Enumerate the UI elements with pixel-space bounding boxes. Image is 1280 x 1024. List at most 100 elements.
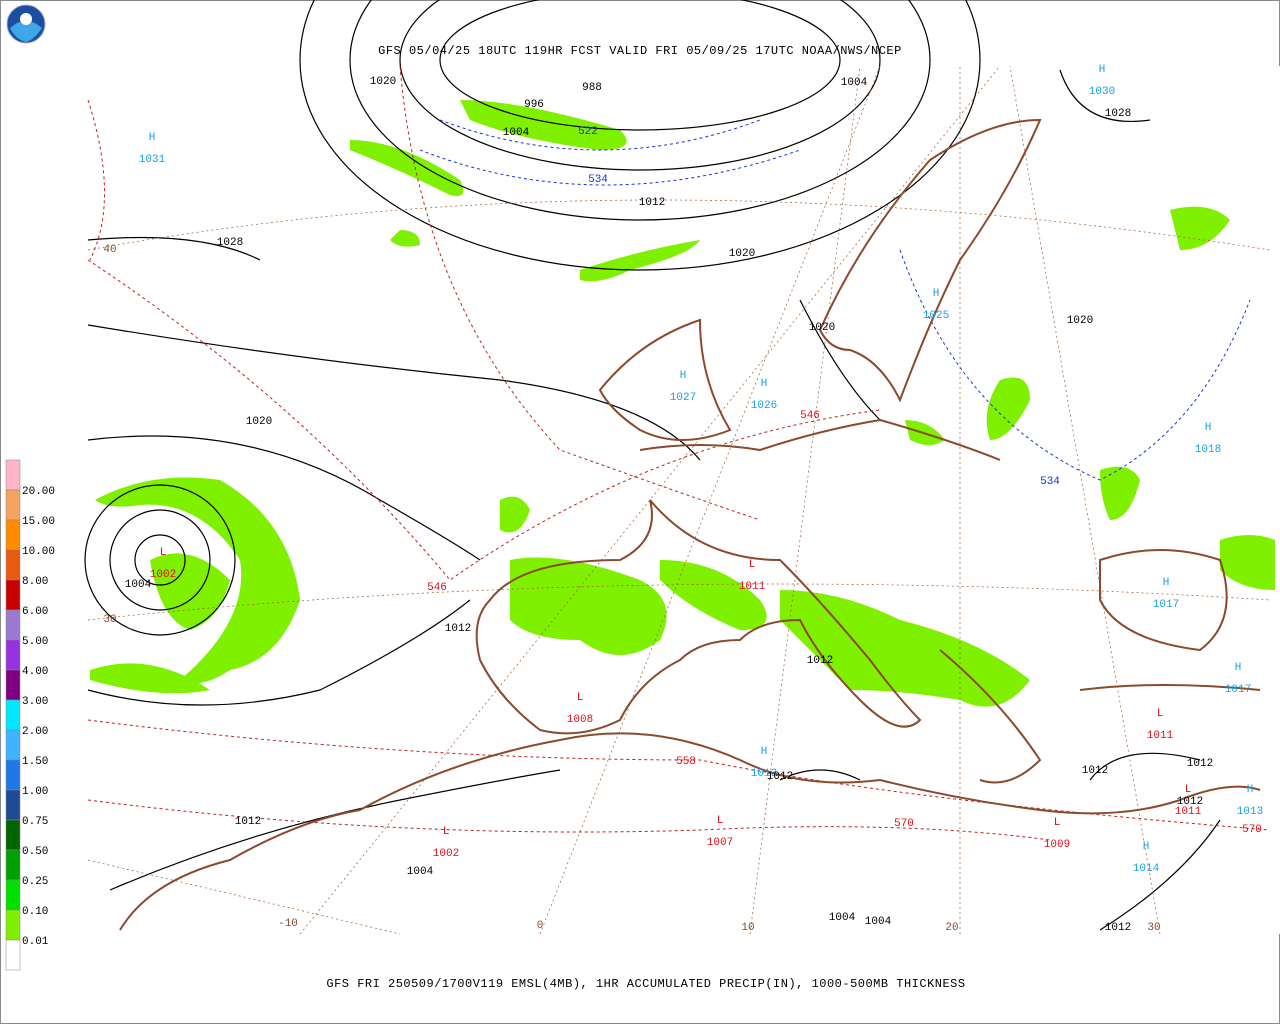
legend-label: 6.00	[22, 606, 48, 618]
legend-label: 0.10	[22, 906, 48, 918]
legend-label: 0.75	[22, 816, 48, 828]
isobar-label: 1012	[235, 816, 261, 828]
legend-swatch	[5, 939, 21, 971]
thickness-label: 570	[894, 818, 914, 830]
pressure-center-value: 1002	[150, 569, 176, 581]
legend-label: 15.00	[22, 516, 55, 528]
isobars	[84, 0, 1221, 931]
pressure-center-symbol: L	[717, 815, 724, 827]
legend-label: 10.00	[22, 546, 55, 558]
legend-label: 0.25	[22, 876, 48, 888]
legend-swatch	[5, 459, 21, 491]
pressure-center-symbol: L	[1157, 708, 1164, 720]
isobar-label: 988	[582, 82, 602, 94]
pressure-center-symbol: L	[443, 826, 450, 838]
isobar-label: 1004	[407, 866, 434, 878]
precip-legend: 20.00 15.00 10.00 8.00 6.00 5.00 4.00 3.00 2.00 1…	[5, 459, 55, 971]
isobar-label: 1004	[865, 916, 892, 928]
pressure-center-symbol: H	[1163, 577, 1170, 589]
pressure-center-symbol: H	[761, 378, 768, 390]
legend-swatch	[5, 609, 21, 641]
pressure-center-value: 1025	[923, 310, 949, 322]
legend-swatch	[5, 519, 21, 551]
legend-swatch	[5, 789, 21, 821]
graticule-label: 30	[103, 614, 116, 626]
graticule-label: 0	[537, 920, 544, 932]
pressure-center-value: 1011	[739, 581, 766, 593]
legend-label: 2.00	[22, 726, 48, 738]
thickness-label: 546	[427, 582, 447, 594]
isobar-label: 1028	[217, 237, 243, 249]
pressure-center-value: 1009	[1044, 839, 1070, 851]
noaa-logo	[6, 4, 46, 44]
graticule-label: 30	[1147, 922, 1160, 934]
legend-label: 0.50	[22, 846, 48, 858]
pressure-center-symbol: L	[160, 547, 167, 559]
pressure-center-symbol: H	[1099, 64, 1106, 76]
thickness-lines	[87, 65, 1271, 841]
legend-swatch	[5, 639, 21, 671]
legend-label: 4.00	[22, 666, 48, 678]
pressure-center-symbol: H	[1247, 784, 1254, 796]
graticule-label: 10	[741, 922, 754, 934]
pressure-center-value: 1013	[1237, 806, 1263, 818]
legend-swatch	[5, 909, 21, 941]
graticule	[87, 65, 1271, 935]
thickness-label: 558	[676, 756, 696, 768]
pressure-center-value: 1002	[433, 848, 459, 860]
isobar-label: 1020	[370, 76, 396, 88]
legend-swatch	[5, 729, 21, 761]
map-title: GFS 05/04/25 18UTC 119HR FCST VALID FRI …	[378, 44, 902, 58]
graticule-label: 40	[103, 244, 116, 256]
pressure-center-value: 1014	[1133, 863, 1160, 875]
isobar-label: 996	[524, 99, 544, 111]
isobar-label: 1004	[503, 127, 530, 139]
thickness-label: 522	[578, 126, 598, 138]
legend-label: 0.01	[22, 936, 49, 948]
legend-swatch	[5, 669, 21, 701]
graticule-label: -10	[278, 918, 298, 930]
isobar-label: 1012	[1177, 796, 1203, 808]
pressure-center-symbol: L	[1185, 784, 1192, 796]
map-footer: GFS FRI 250509/1700V119 EMSL(4MB), 1HR A…	[326, 977, 965, 991]
coastlines	[119, 118, 1261, 931]
pressure-center-symbol: L	[749, 559, 756, 571]
legend-label: 20.00	[22, 486, 55, 498]
precip-areas	[90, 100, 1275, 707]
pressure-center-value: 1011	[1175, 806, 1202, 818]
isobar-label: 1020	[1067, 315, 1093, 327]
legend-swatch	[5, 489, 21, 521]
pressure-center-symbol: H	[680, 370, 687, 382]
isobar-label: 1004	[829, 912, 856, 924]
legend-swatch	[5, 549, 21, 581]
isobar-label: 1020	[246, 416, 272, 428]
pressure-center-value: 1027	[670, 392, 696, 404]
isobar-label: 1012	[1187, 758, 1213, 770]
thickness-label: 546	[800, 410, 820, 422]
pressure-center-symbol: H	[761, 746, 768, 758]
map-labels: H1031H1030H1025H1027H1026H1018L1002L1011…	[103, 64, 1263, 934]
isobar-label: 1028	[1105, 108, 1131, 120]
legend-swatch	[5, 849, 21, 881]
graticule-label: 20	[945, 922, 958, 934]
thickness-label: 570	[1242, 824, 1262, 836]
pressure-center-symbol: L	[577, 692, 584, 704]
legend-label: 8.00	[22, 576, 48, 588]
thickness-label: 534	[588, 174, 608, 186]
map-area	[84, 0, 1280, 935]
isobar-label: 1012	[807, 655, 833, 667]
legend-swatch	[5, 759, 21, 791]
pressure-center-symbol: H	[1205, 422, 1212, 434]
pressure-center-value: 1007	[707, 837, 733, 849]
pressure-center-symbol: H	[1235, 662, 1242, 674]
pressure-center-value: 1017	[1153, 599, 1179, 611]
legend-label: 5.00	[22, 636, 48, 648]
pressure-center-value: 1026	[751, 400, 777, 412]
pressure-center-symbol: L	[1054, 817, 1061, 829]
isobar-label: 1004	[841, 77, 868, 89]
pressure-center-value: 1018	[1195, 444, 1221, 456]
legend-label: 3.00	[22, 696, 48, 708]
isobar-label: 1012	[445, 623, 471, 635]
isobar-label: 1012	[767, 771, 793, 783]
